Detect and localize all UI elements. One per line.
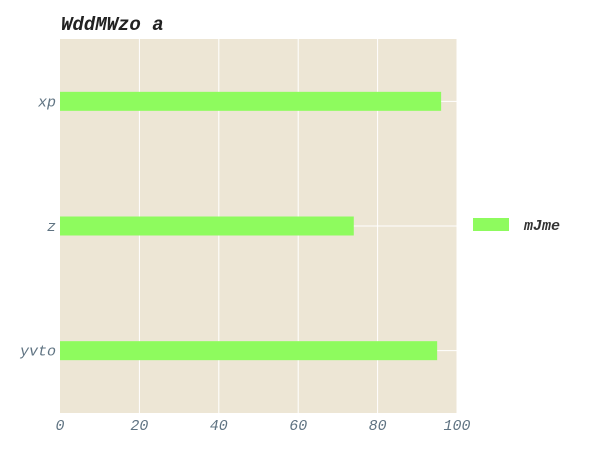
x-tick-label: 80 [369,418,387,435]
x-tick-label: 0 [55,418,64,435]
bar-z [60,216,354,236]
bar-yvto [60,341,438,361]
y-tick-labels: xp z yvto [19,94,56,360]
x-tick-label: 100 [443,418,470,435]
bar-xp [60,91,442,111]
y-tick-label: yvto [19,344,56,361]
chart-title: WddMWzo a [61,14,164,36]
x-tick-label: 20 [130,418,148,435]
x-tick-label: 40 [210,418,228,435]
x-tick-labels: 0 20 40 60 80 100 [55,418,470,435]
x-tick-label: 60 [289,418,307,435]
legend-swatch-mJme [473,218,509,231]
legend: mJme [473,218,560,235]
bars [60,91,442,361]
y-tick-label: xp [37,94,56,111]
legend-label-mJme: mJme [523,218,560,235]
y-tick-label: z [47,219,56,236]
